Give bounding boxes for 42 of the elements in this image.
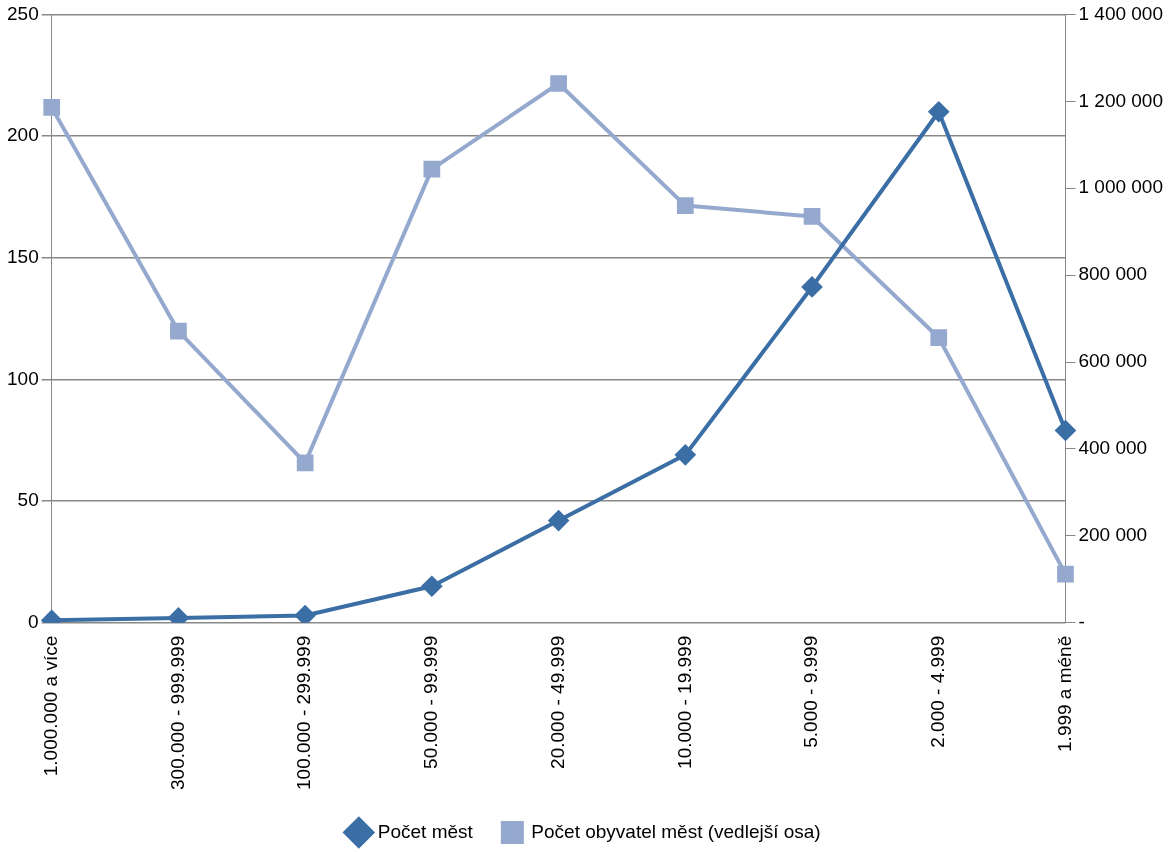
point [930,329,948,347]
legend-label: Počet měst [377,820,474,842]
point [803,208,821,225]
y2-tick-label: 200 000 [1078,524,1148,546]
x-tick-label: 300.000 - 999.999 [166,635,188,790]
y2-tick-label: - [1078,610,1085,632]
y-tick-label: 200 [7,124,39,146]
y2-tick-label: 400 000 [1078,437,1148,459]
y2-tick-label: 800 000 [1078,263,1148,285]
x-tick-label: 1.000.000 a více [39,635,61,777]
y2-tick-label: 1 200 000 [1078,89,1164,111]
point [675,444,696,465]
point [548,510,569,531]
y2-tick-label: 600 000 [1078,350,1148,372]
legend-label: Počet obyvatel měst (vedlejší osa) [531,820,821,842]
point [928,101,949,122]
point [421,576,442,597]
point [1055,420,1076,441]
x-tick-label: 20.000 - 49.999 [546,635,568,769]
point [802,276,823,297]
y-tick-label: 0 [28,610,39,632]
x-tick-label: 1.999 a méně [1053,635,1075,752]
x-tick-label: 5.000 - 9.999 [800,635,822,748]
point [550,75,567,92]
x-tick-label: 2.000 - 4.999 [926,635,948,748]
x-tick-label: 100.000 - 299.999 [293,635,315,790]
point [170,322,187,340]
point [676,197,694,214]
point [1057,565,1074,583]
y-tick-label: 50 [17,489,39,511]
y-tick-label: 150 [7,245,39,267]
point [423,160,441,178]
point [168,607,189,623]
x-tick-label: 50.000 - 99.999 [420,635,442,769]
point [43,99,61,116]
y-tick-label: 100 [7,367,39,389]
y-tick-label: 250 [7,2,39,24]
x-tick-label: 10.000 - 19.999 [673,635,695,769]
y2-tick-label: 1 000 000 [1078,176,1164,198]
y2-tick-label: 1 400 000 [1078,2,1164,24]
point [296,454,314,472]
point [295,605,316,623]
